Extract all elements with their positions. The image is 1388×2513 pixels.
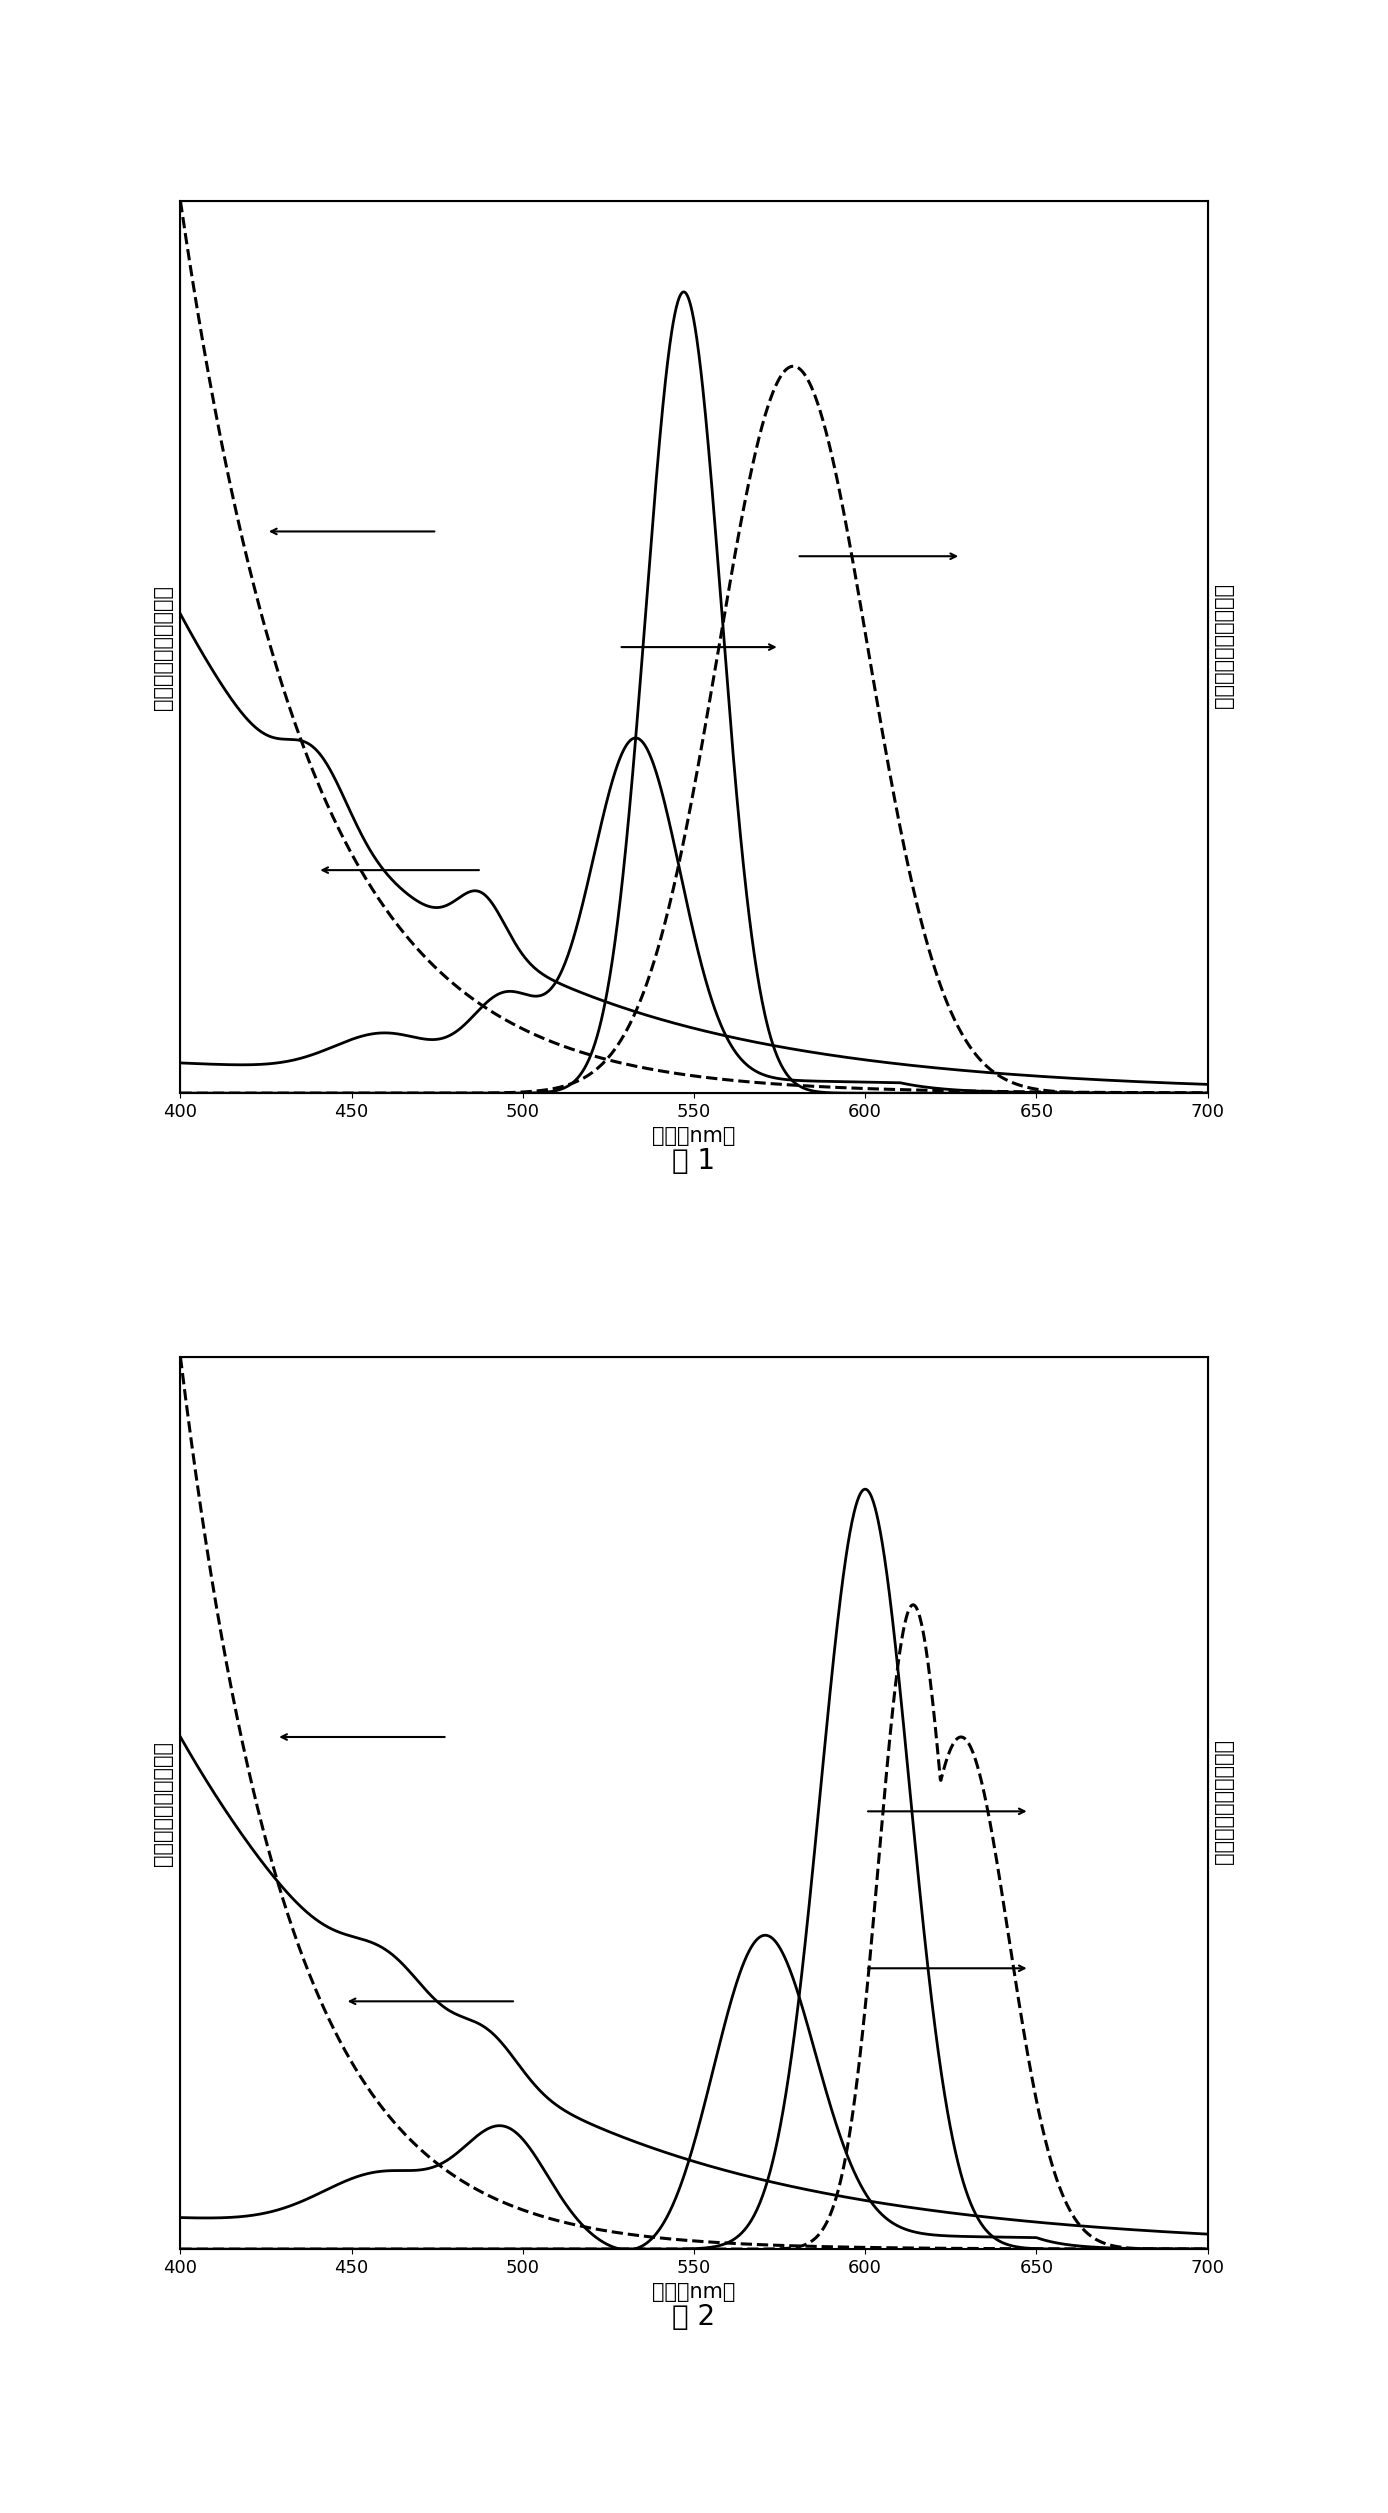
Y-axis label: 吸收系数（任意单位）: 吸收系数（任意单位）	[154, 1742, 174, 1865]
Y-axis label: 荧光强度（任意单位）: 荧光强度（任意单位）	[1213, 586, 1233, 709]
Text: 图 1: 图 1	[672, 1146, 716, 1176]
X-axis label: 波长（nm）: 波长（nm）	[652, 1126, 736, 1146]
Y-axis label: 吸收系数（任意单位）: 吸收系数（任意单位）	[154, 586, 174, 709]
X-axis label: 波长（nm）: 波长（nm）	[652, 2282, 736, 2302]
Text: 图 2: 图 2	[672, 2302, 716, 2332]
Y-axis label: 荧光强度（任意单位）: 荧光强度（任意单位）	[1213, 1742, 1233, 1865]
